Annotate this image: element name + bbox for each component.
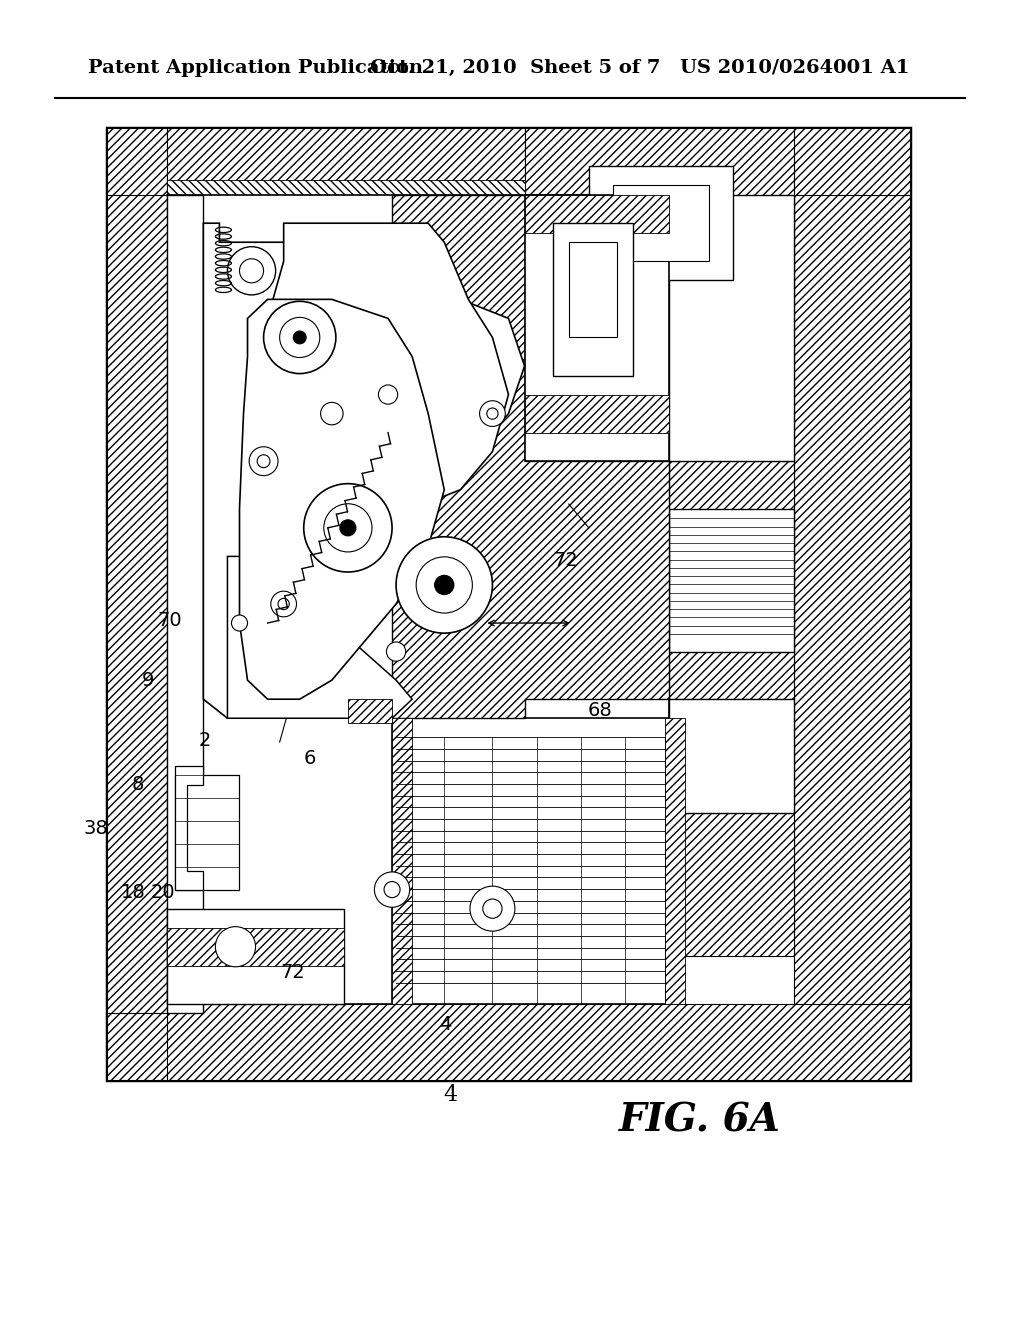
Text: Patent Application Publication: Patent Application Publication — [88, 59, 423, 77]
Circle shape — [249, 446, 279, 475]
Bar — [613, 185, 710, 261]
Circle shape — [293, 331, 306, 345]
Bar — [106, 128, 910, 194]
Bar — [106, 1003, 910, 1080]
Bar — [167, 181, 524, 218]
Text: 8: 8 — [132, 776, 144, 795]
Circle shape — [263, 301, 336, 374]
Bar — [553, 223, 633, 375]
Circle shape — [416, 557, 472, 612]
Circle shape — [231, 615, 248, 631]
Text: 2: 2 — [199, 730, 211, 750]
Circle shape — [482, 899, 502, 919]
Circle shape — [434, 576, 454, 594]
Text: 68: 68 — [588, 701, 612, 719]
Bar — [167, 128, 524, 194]
Circle shape — [215, 927, 256, 966]
Circle shape — [386, 642, 406, 661]
Circle shape — [324, 504, 372, 552]
Text: 9: 9 — [141, 671, 155, 689]
Circle shape — [384, 882, 400, 898]
Bar — [669, 194, 794, 461]
Text: 38: 38 — [84, 818, 109, 837]
Bar — [106, 194, 167, 1014]
Circle shape — [375, 873, 410, 907]
Text: 4: 4 — [443, 1084, 457, 1106]
Text: 20: 20 — [151, 883, 175, 902]
Circle shape — [304, 483, 392, 572]
Bar — [669, 813, 794, 956]
Polygon shape — [227, 557, 412, 718]
Circle shape — [321, 403, 343, 425]
Bar — [348, 700, 392, 723]
Text: 70: 70 — [158, 610, 182, 630]
Polygon shape — [240, 300, 444, 700]
Circle shape — [379, 385, 397, 404]
Bar — [524, 395, 669, 433]
Bar — [568, 243, 616, 338]
Bar — [175, 775, 240, 890]
Circle shape — [227, 247, 275, 294]
Bar — [589, 166, 733, 280]
Bar — [106, 128, 167, 1080]
Bar — [524, 194, 669, 461]
Text: 18: 18 — [121, 883, 145, 902]
Circle shape — [280, 317, 319, 358]
Text: US 2010/0264001 A1: US 2010/0264001 A1 — [680, 59, 909, 77]
Bar — [167, 194, 669, 1003]
Text: Oct. 21, 2010  Sheet 5 of 7: Oct. 21, 2010 Sheet 5 of 7 — [370, 59, 660, 77]
Text: FIG. 6A: FIG. 6A — [620, 1101, 781, 1139]
Circle shape — [486, 408, 498, 420]
Text: 72: 72 — [281, 962, 305, 982]
Bar — [665, 718, 685, 1003]
Bar — [167, 908, 344, 1003]
Bar — [117, 139, 900, 1071]
Text: 4: 4 — [439, 1015, 452, 1035]
Polygon shape — [175, 766, 204, 890]
Circle shape — [470, 886, 515, 931]
Polygon shape — [252, 223, 509, 528]
Circle shape — [240, 259, 263, 282]
Circle shape — [257, 455, 270, 467]
Bar — [524, 194, 669, 232]
Circle shape — [396, 537, 493, 634]
Circle shape — [270, 591, 297, 616]
Bar — [794, 128, 910, 1052]
Bar — [106, 128, 910, 1080]
Text: 6: 6 — [304, 748, 316, 767]
Circle shape — [340, 520, 356, 536]
Bar — [669, 700, 794, 813]
Circle shape — [279, 598, 290, 610]
Bar — [524, 128, 794, 300]
Polygon shape — [392, 194, 669, 718]
Text: 72: 72 — [554, 550, 579, 569]
Bar — [669, 508, 794, 652]
Bar — [167, 928, 344, 966]
Polygon shape — [204, 223, 524, 718]
Bar — [392, 718, 669, 1003]
Circle shape — [479, 401, 505, 426]
Bar — [167, 194, 204, 1014]
Bar — [392, 718, 412, 1003]
Bar — [669, 461, 794, 700]
